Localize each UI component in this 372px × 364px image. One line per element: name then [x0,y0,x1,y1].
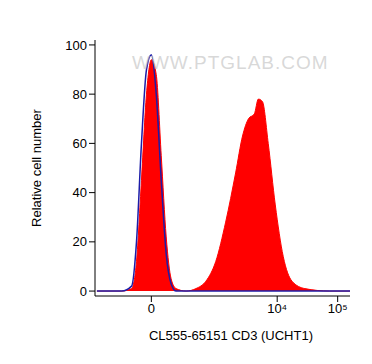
html-text:CL555-65151 CD3 (UCHT1): CL555-65151 CD3 (UCHT1) [149,328,313,343]
svg-text:10⁴: 10⁴ [267,301,287,316]
svg-text:0: 0 [80,284,87,299]
svg-text:10⁵: 10⁵ [328,301,348,316]
svg-text:100: 100 [65,38,87,53]
svg-text:40: 40 [73,185,87,200]
svg-text:20: 20 [73,234,87,249]
svg-text:80: 80 [73,87,87,102]
svg-text:60: 60 [73,136,87,151]
html-text:WWW.PTGLAB.COM: WWW.PTGLAB.COM [132,52,329,73]
svg-text:0: 0 [148,301,155,316]
html-text:Relative cell number: Relative cell number [28,109,44,227]
